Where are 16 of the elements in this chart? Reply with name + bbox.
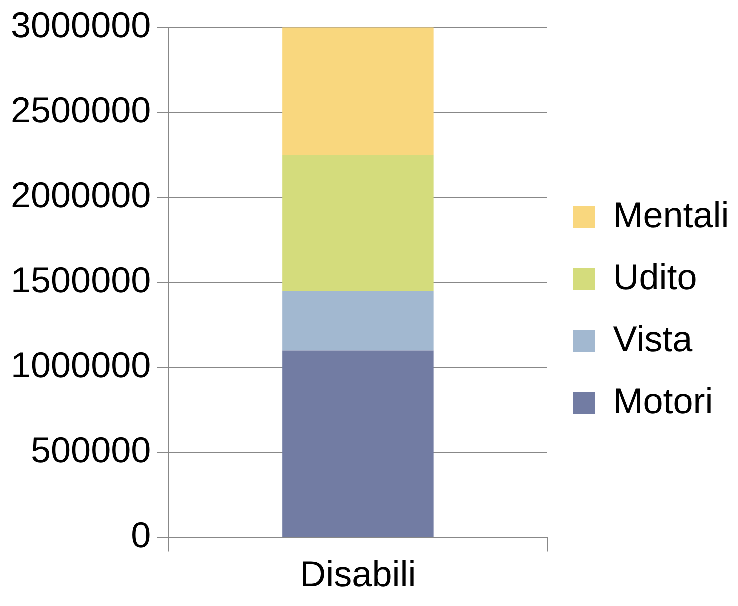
legend-label: Udito (613, 256, 698, 298)
bar (282, 291, 434, 351)
y-tick-label: 500000 (31, 430, 152, 471)
y-tick-label: 2000000 (10, 174, 152, 216)
y-tick-label: 1500000 (10, 260, 152, 301)
legend-label: Mentali (613, 194, 730, 236)
bar (282, 350, 434, 538)
bar (282, 155, 434, 292)
legend-label: Vista (613, 318, 694, 360)
y-tick-label: 1000000 (10, 344, 152, 386)
y-tick-label: 2500000 (10, 90, 152, 131)
x-tick-label: Disabili (300, 553, 416, 594)
bar (282, 28, 434, 156)
legend-label: Motori (613, 380, 714, 422)
y-tick-label: 0 (131, 514, 152, 556)
y-tick-label: 3000000 (10, 4, 152, 46)
